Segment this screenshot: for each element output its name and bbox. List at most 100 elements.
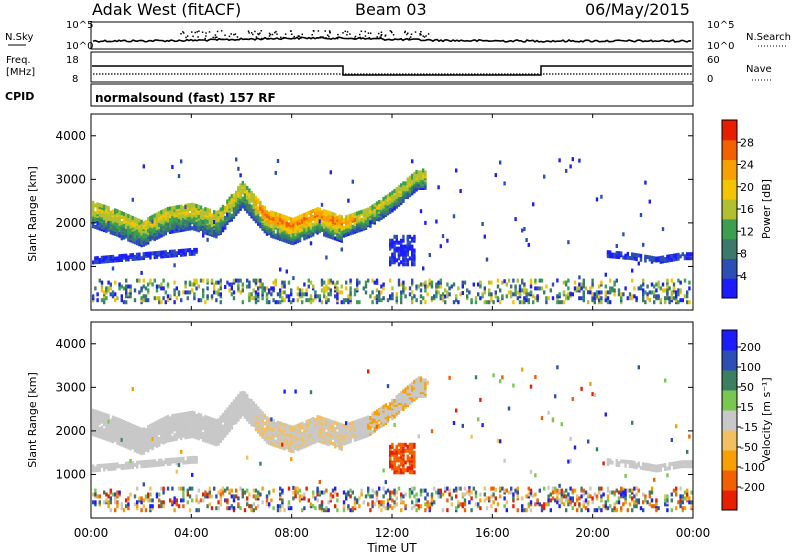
range-gate-cell [94,492,97,497]
freq-panel: Freq. [MHz] 18 8 Nave 60 0 [6,51,772,85]
range-gate-cell [232,193,236,198]
range-gate-cell [380,290,383,295]
range-gate-cell [353,500,357,505]
range-gate-cell [406,242,409,247]
range-gate-cell [257,406,260,411]
range-gate-cell [400,187,403,192]
range-gate-cell [672,282,676,287]
range-gate-cell [301,225,304,230]
nsky-dot [293,35,295,38]
range-gate-cell [675,290,678,295]
range-gate-cell [186,411,189,416]
range-gate-cell [391,238,394,243]
range-gate-cell [294,490,297,495]
range-gate-cell [642,296,645,301]
nave-label: Nave [746,64,772,75]
range-gate-cell [173,300,176,305]
range-gate-cell [208,502,211,507]
range-gate-cell [360,488,363,493]
nsky-dot [250,32,253,34]
nsky-dot [260,37,263,40]
range-gate-cell [406,195,409,200]
range-gate-cell [254,488,258,493]
range-gate-cell [378,298,381,303]
range-gate-cell [411,252,414,257]
range-gate-cell [219,300,222,305]
range-gate-cell [246,393,249,398]
range-gate-cell [171,165,174,169]
range-gate-cell [283,284,286,289]
range-gate-cell [103,428,106,433]
range-gate-cell [413,234,416,239]
range-gate-cell [371,204,374,209]
range-gate-cell [358,300,361,305]
range-gate-cell [347,504,350,509]
range-gate-cell [226,199,229,204]
range-gate-cell [316,438,319,443]
range-gate-cell [160,300,163,305]
nsky-dot [346,34,348,36]
range-gate-cell [595,197,599,202]
range-gate-cell [389,238,392,243]
range-gate-cell [591,278,594,283]
range-gate-cell [96,464,99,469]
range-gate-cell [186,488,189,493]
range-gate-cell [103,463,106,468]
range-gate-cell [593,292,596,297]
range-gate-cell [389,294,392,299]
range-gate-cell [215,290,218,295]
range-gate-cell [226,407,229,412]
range-gate-cell [98,463,101,468]
range-gate-cell [283,215,286,219]
range-gate-cell [312,490,315,495]
range-gate-cell [127,435,130,440]
range-gate-cell [138,290,141,295]
range-gate-cell [111,266,115,271]
range-gate-cell [149,235,152,240]
range-gate-cell [103,500,106,505]
range-gate-cell [356,278,359,283]
y-tick-label: 4000 [55,129,86,143]
range-gate-cell [367,486,370,491]
range-gate-cell [169,457,172,462]
range-gate-cell [239,173,242,178]
range-gate-cell [272,488,275,493]
range-gate-cell [184,227,187,232]
range-gate-cell [182,221,185,226]
range-gate-cell [149,251,152,256]
range-gate-cell [230,494,233,499]
range-gate-cell [329,234,332,239]
range-gate-cell [107,422,110,426]
range-gate-cell [347,490,350,495]
range-gate-cell [600,280,603,285]
range-gate-cell [210,425,214,430]
range-gate-cell [318,219,321,224]
range-gate-cell [664,296,667,301]
range-gate-cell [375,300,379,305]
range-gate-cell [518,300,522,305]
range-gate-cell [111,415,115,420]
range-gate-cell [164,458,167,463]
range-gate-cell [184,460,187,465]
range-gate-cell [270,417,273,422]
range-gate-cell [107,206,110,211]
range-gate-cell [382,468,385,473]
nsky-dot [384,34,387,36]
range-gate-cell [230,213,233,218]
range-gate-cell [294,232,297,237]
range-gate-cell [600,290,603,295]
range-gate-cell [349,231,352,236]
range-gate-cell [290,217,293,222]
range-gate-cell [118,258,121,263]
range-gate-cell [384,411,387,416]
range-gate-cell [362,209,365,214]
range-gate-cell [125,498,128,503]
range-gate-cell [380,406,383,411]
range-gate-cell [105,463,108,468]
range-gate-cell [415,284,418,289]
range-gate-cell [274,421,277,426]
range-gate-cell [210,294,214,299]
range-gate-cell [327,430,330,435]
range-gate-cell [270,498,273,503]
